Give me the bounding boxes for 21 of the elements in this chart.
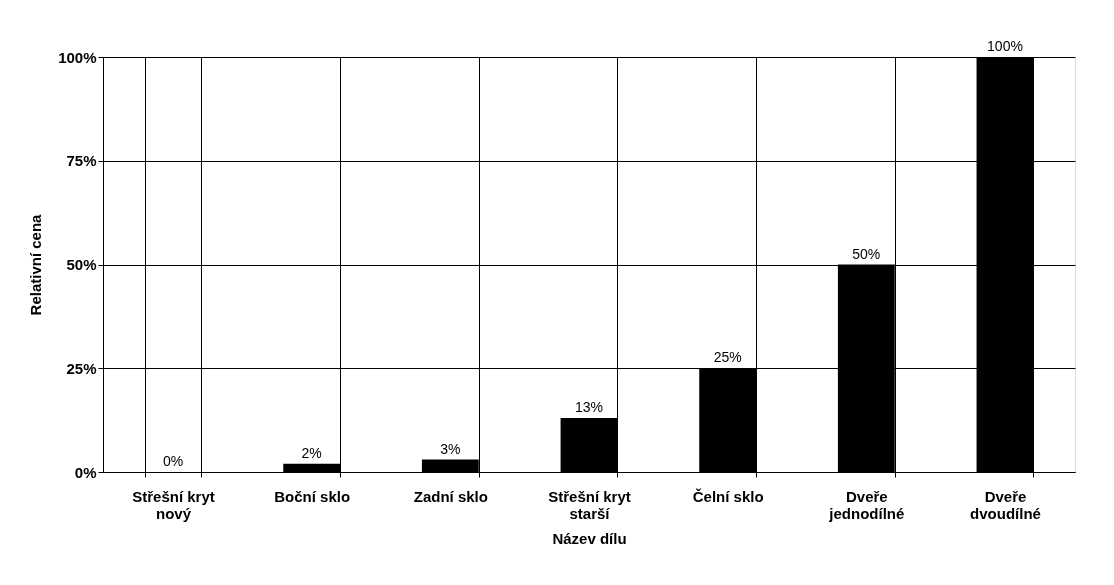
y-tick-label: 0% [74, 463, 97, 481]
y-tick-label: 75% [66, 152, 97, 170]
x-tick-label: Dveře jednodílné [828, 487, 905, 522]
data-label: 2% [301, 444, 322, 461]
x-tick-label: Zadní sklo [413, 487, 488, 505]
x-axis-title: Název dílu [552, 529, 627, 547]
y-axis-title: Relativní cena [27, 213, 45, 316]
data-label: 50% [852, 245, 881, 262]
data-label: 13% [574, 399, 604, 416]
x-tick-label: Střešní kryt starší [548, 487, 631, 522]
x-tick-label: Čelní sklo [692, 487, 764, 505]
x-tick-label: Dveře dvoudílné [970, 487, 1041, 522]
y-tick-label: 25% [66, 359, 97, 377]
y-tick-label: 50% [66, 256, 97, 273]
data-label: 100% [987, 38, 1023, 54]
y-tick-label: 100% [58, 48, 97, 66]
data-label: 0% [162, 453, 184, 469]
data-label: 25% [713, 349, 742, 366]
x-tick-label: Střešní kryt nový [132, 487, 215, 522]
x-tick-label: Boční sklo [274, 487, 351, 505]
data-label: 3% [440, 440, 461, 457]
